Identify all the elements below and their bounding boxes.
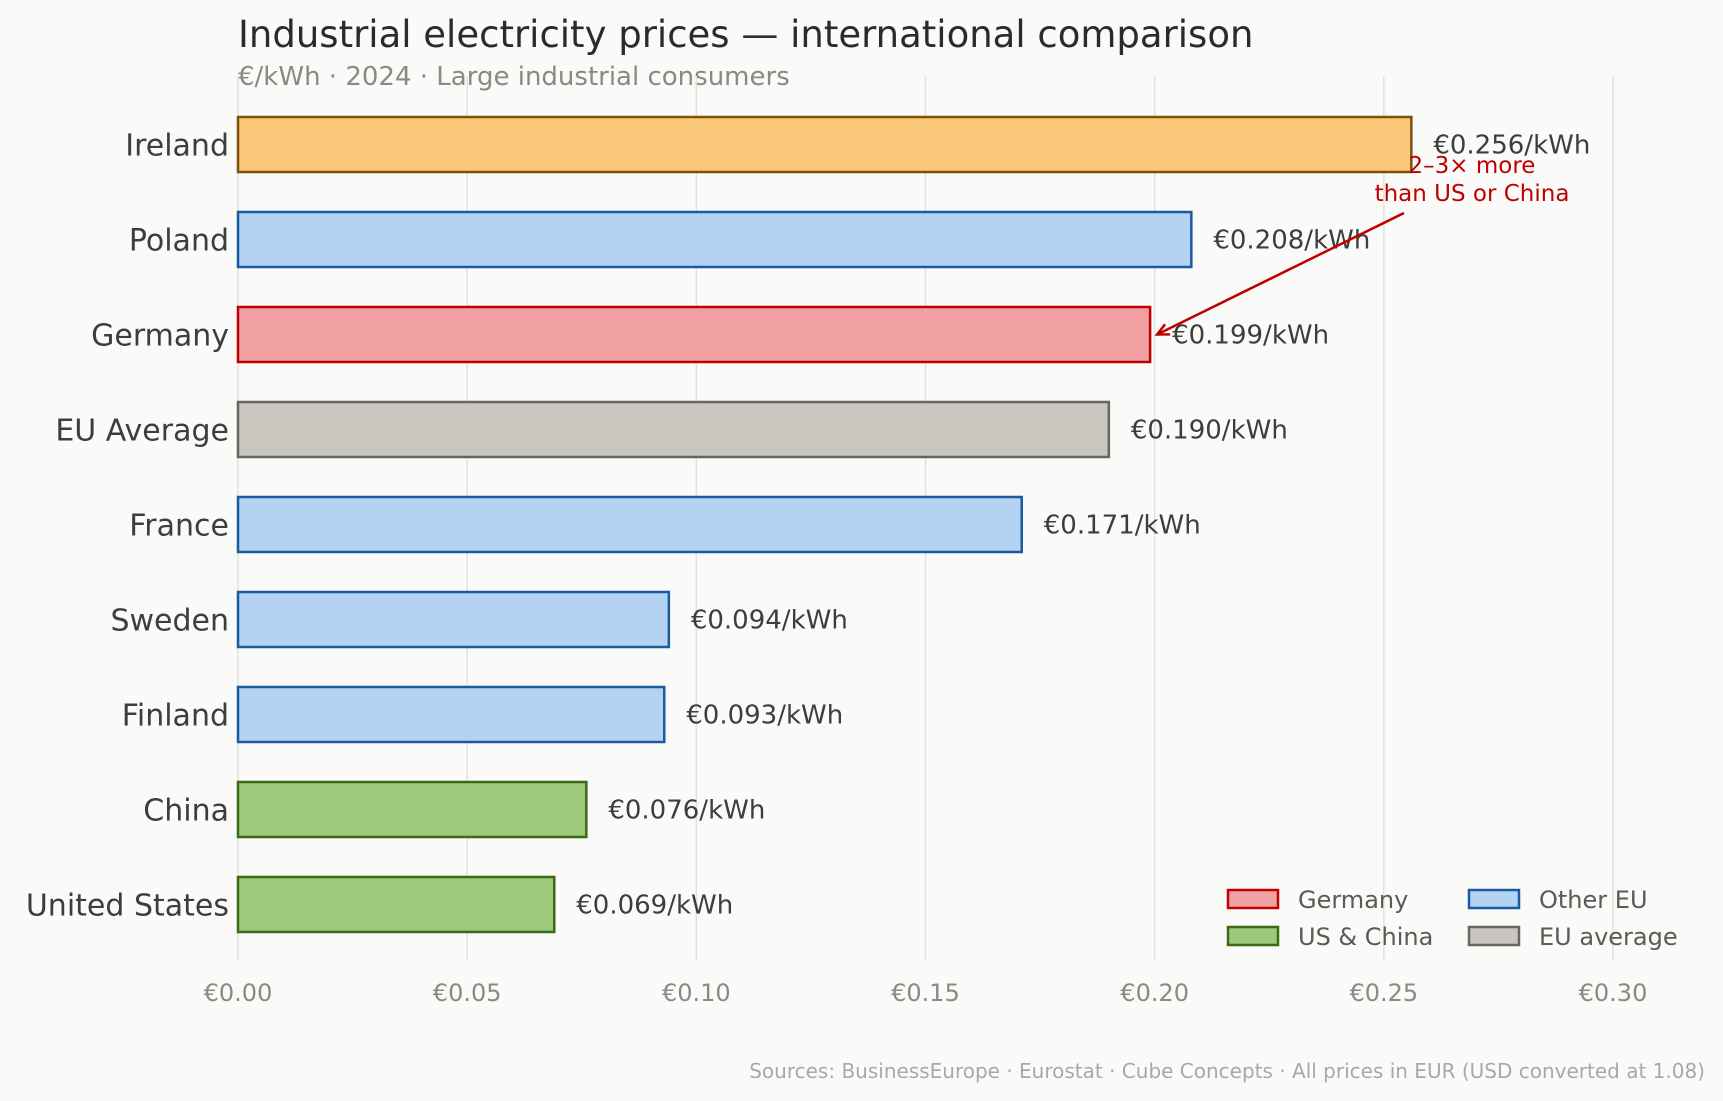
x-axis-ticks: €0.00 €0.05 €0.10 €0.15 €0.20 €0.25 €0.30 [204,979,1648,1007]
value-label: €0.256/kWh [1433,131,1590,161]
source-note: Sources: BusinessEurope · Eurostat · Cub… [749,1059,1705,1083]
annotation-line-2: than US or China [1375,181,1570,207]
chart-title: Industrial electricity prices — internat… [238,13,1253,56]
bars [236,115,1413,934]
x-tick-label: €0.10 [662,979,731,1007]
category-label: Finland [122,699,229,734]
x-tick-label: €0.20 [1120,979,1189,1007]
value-label: €0.199/kWh [1172,321,1329,351]
legend-label: Other EU [1539,886,1648,914]
category-label: United States [26,889,229,924]
annotation: 2–3× more than US or China [1154,153,1570,336]
annotation-arrowhead [1154,323,1171,336]
category-label: China [143,794,229,829]
value-label: €0.171/kWh [1044,511,1201,541]
value-labels: €0.256/kWh €0.208/kWh €0.199/kWh €0.190/kWh… [576,131,1590,921]
category-label: Poland [129,224,229,259]
x-tick-label: €0.00 [204,979,273,1007]
legend-label: Germany [1298,886,1408,914]
value-label: €0.094/kWh [691,606,848,636]
x-tick-label: €0.05 [433,979,502,1007]
category-label: EU Average [55,414,229,449]
value-label: €0.208/kWh [1213,226,1370,256]
legend-label: US & China [1298,923,1433,951]
bar-poland [236,210,1193,269]
value-label: €0.190/kWh [1131,416,1288,446]
bar-france [236,495,1023,554]
annotation-arrow [1156,211,1405,336]
value-label: €0.069/kWh [576,891,733,921]
bar-finland [236,685,666,744]
legend-swatch-us-china [1226,925,1280,947]
category-label: Germany [91,319,229,354]
bar-sweden [236,590,671,649]
x-tick-label: €0.15 [891,979,960,1007]
annotation-line-1: 2–3× more [1409,153,1536,179]
category-label: Ireland [125,129,229,164]
chart-subtitle: €/kWh · 2024 · Large industrial consumer… [238,62,790,92]
legend-swatch-eu-average [1467,925,1521,947]
legend-label: EU average [1539,923,1678,951]
legend: Germany Other EU US & China EU average [1226,886,1678,951]
x-tick-label: €0.30 [1579,979,1648,1007]
bar-germany [236,305,1152,364]
x-tick-label: €0.25 [1349,979,1418,1007]
bar-china [236,780,588,839]
bar-ireland [236,115,1413,174]
category-label: France [129,509,229,544]
category-labels: Ireland Poland Germany EU Average France Swed… [26,129,229,924]
value-label: €0.076/kWh [608,796,765,826]
legend-swatch-other-eu [1467,888,1521,910]
bar-united-states [236,875,556,934]
value-label: €0.093/kWh [686,701,843,731]
bar-eu-average [236,400,1111,459]
legend-swatch-germany [1226,888,1280,910]
category-label: Sweden [110,604,229,639]
